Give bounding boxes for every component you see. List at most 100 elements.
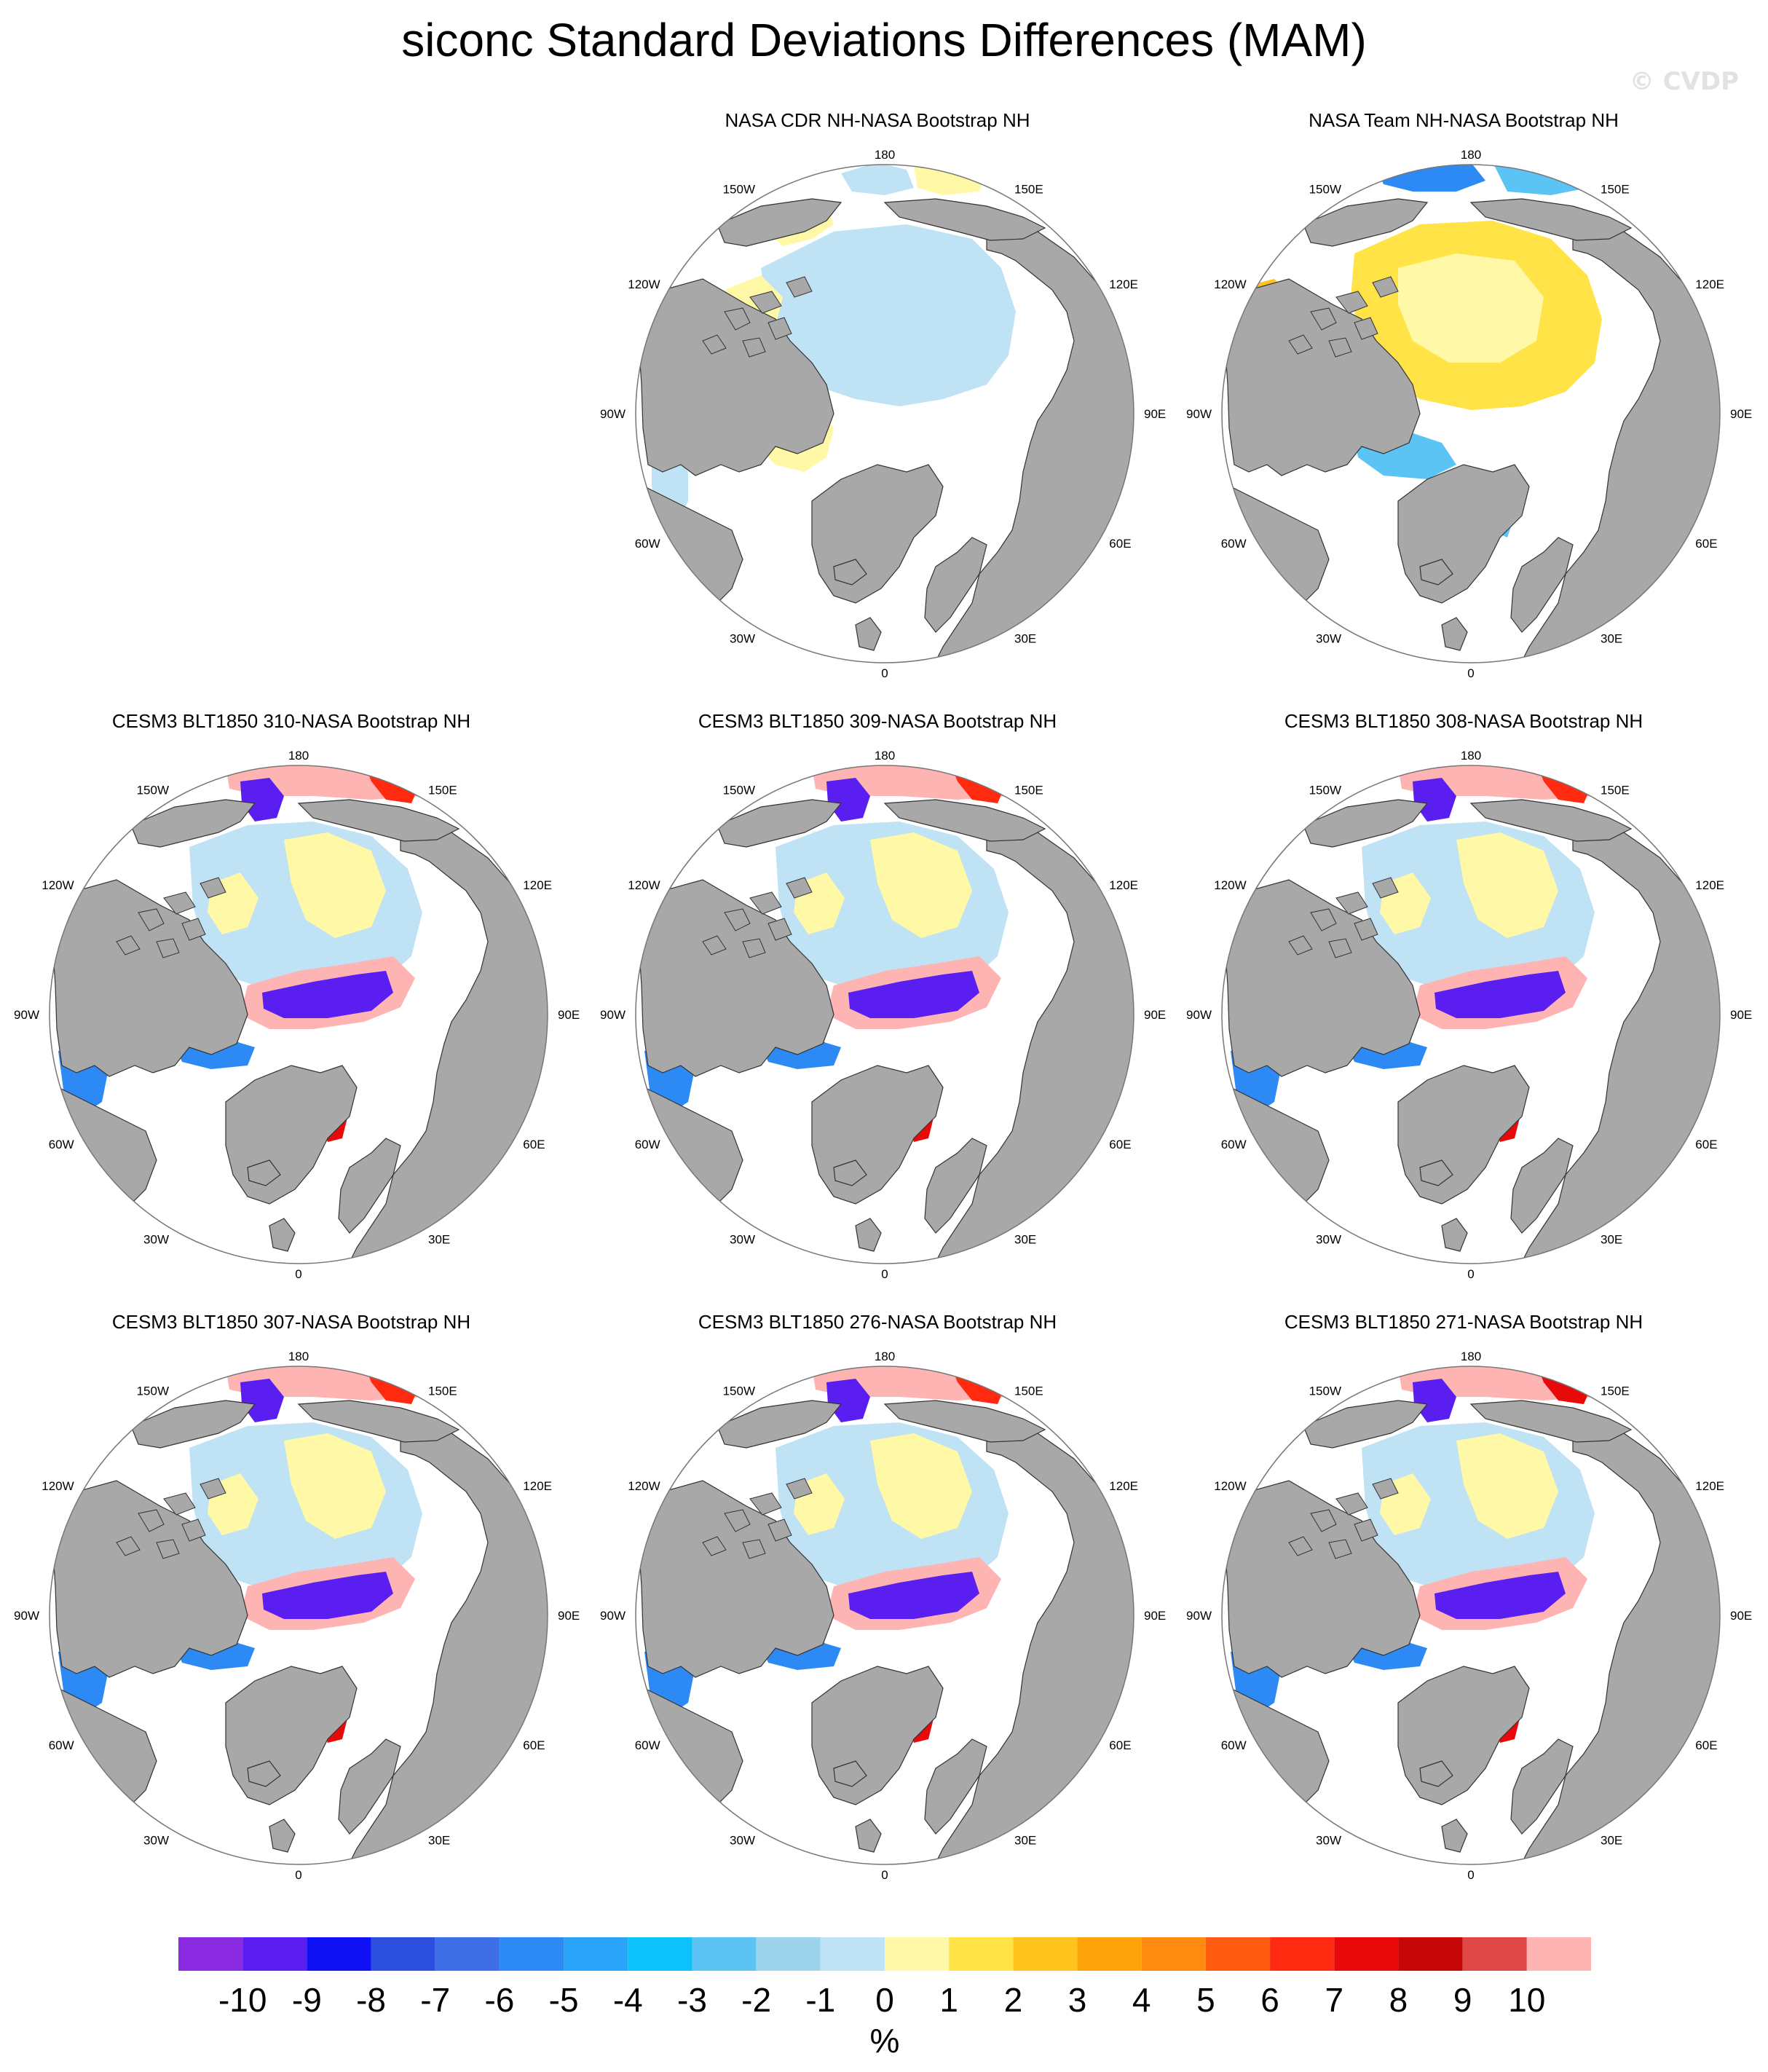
lon-label-180: 180 [1461, 749, 1481, 763]
landmass [1303, 799, 1429, 848]
lon-label-150E: 150E [428, 1384, 457, 1398]
lon-label-150W: 150W [723, 784, 755, 797]
lon-label-120E: 120E [523, 878, 552, 892]
colorbar-tick: 0 [875, 1981, 894, 2019]
colorbar-tick: -1 [805, 1981, 835, 2019]
lon-label-180: 180 [288, 1350, 309, 1363]
panel-title: CESM3 BLT1850 310-NASA Bootstrap NH [111, 710, 471, 732]
island [702, 1536, 727, 1556]
map-panel: CESM3 BLT1850 309-NASA Bootstrap NH 180 15… [586, 710, 1169, 1285]
island [702, 334, 727, 355]
lon-label-30W: 30W [143, 1232, 169, 1246]
landmass [1303, 1400, 1429, 1449]
lon-label-0: 0 [295, 1267, 301, 1281]
map-content [1222, 1366, 1720, 1864]
lon-label-90W: 90W [1186, 407, 1212, 421]
lon-label-90W: 90W [14, 1008, 39, 1022]
lon-label-60W: 60W [1221, 1738, 1247, 1752]
colorbar-tick: 2 [1004, 1981, 1023, 2019]
landmass [1441, 617, 1468, 651]
sea-ice-anomaly [841, 165, 914, 195]
island [1328, 337, 1352, 358]
island [181, 918, 206, 941]
map-content [636, 1366, 1134, 1864]
colorbar-tick: 10 [1508, 1981, 1545, 2019]
lon-label-60W: 60W [49, 1138, 74, 1151]
figure-title: siconc Standard Deviations Differences (… [401, 14, 1367, 66]
landmass [130, 799, 256, 848]
panel-title: NASA Team NH-NASA Bootstrap NH [1309, 109, 1619, 131]
island [1372, 877, 1399, 899]
lon-label-30W: 30W [1316, 631, 1341, 645]
map-border [49, 1366, 548, 1865]
island [156, 938, 180, 958]
lon-label-60E: 60E [523, 1738, 545, 1752]
lon-label-120W: 120W [42, 1479, 74, 1493]
watermark: © CVDP [1629, 67, 1739, 96]
island [786, 1478, 813, 1500]
landmass [883, 799, 1046, 842]
island [1335, 891, 1368, 915]
lon-label-150E: 150E [1601, 1384, 1630, 1398]
map-content [50, 765, 548, 1264]
landmass [1510, 537, 1574, 633]
map-content [50, 1366, 548, 1864]
island [1354, 317, 1378, 340]
polar-map: 180 150E 120E 90E 60E 30E 0 30W 60W 90W 120W 150W [1186, 749, 1752, 1281]
colorbar-tick: 4 [1132, 1981, 1151, 2019]
sea-ice-anomaly [1456, 832, 1558, 938]
landmass [1419, 1159, 1453, 1186]
lon-label-0: 0 [1467, 666, 1474, 680]
island [786, 877, 813, 899]
colorbar-tick: 3 [1068, 1981, 1087, 2019]
island [767, 317, 792, 340]
polar-map: 180 150E 120E 90E 60E 30E 0 30W 60W 90W 120W 150W [1186, 148, 1752, 680]
sea-ice-anomaly [1493, 165, 1587, 195]
panel-title: CESM3 BLT1850 276-NASA Bootstrap NH [698, 1311, 1057, 1333]
lon-label-150W: 150W [137, 1384, 169, 1398]
lon-label-60W: 60W [1221, 537, 1247, 551]
lon-label-120E: 120E [1109, 277, 1138, 291]
colorbar-tick: 6 [1260, 1981, 1279, 2019]
landmass [924, 1138, 987, 1234]
lon-label-90E: 90E [1730, 407, 1752, 421]
sea-ice-anomaly [1456, 1433, 1558, 1539]
landmass [717, 198, 842, 247]
lon-label-150E: 150E [428, 784, 457, 797]
island [1328, 938, 1352, 958]
lon-label-0: 0 [1467, 1267, 1474, 1281]
sea-ice-anomaly [284, 832, 386, 938]
map-panel: CESM3 BLT1850 271-NASA Bootstrap NH 180 15… [1172, 1311, 1755, 1886]
lon-label-90E: 90E [1730, 1609, 1752, 1623]
lon-label-120E: 120E [1695, 1479, 1724, 1493]
lon-label-0: 0 [1467, 1868, 1474, 1882]
colorbar-tick: 1 [939, 1981, 958, 2019]
lon-label-30E: 30E [1014, 631, 1036, 645]
lon-label-120W: 120W [628, 277, 660, 291]
lon-label-120W: 120W [1214, 1479, 1246, 1493]
colorbar-swatch [756, 1937, 821, 1971]
lon-label-120W: 120W [628, 878, 660, 892]
colorbar-tick: -3 [677, 1981, 707, 2019]
colorbar-swatch [1270, 1937, 1335, 1971]
landmass [1303, 198, 1429, 247]
panel-title: NASA CDR NH-NASA Bootstrap NH [725, 109, 1030, 131]
polar-map: 180 150E 120E 90E 60E 30E 0 30W 60W 90W 120W 150W [14, 749, 580, 1281]
sea-ice-anomaly [826, 1379, 870, 1422]
island [724, 1509, 751, 1532]
sea-ice-anomaly [1398, 253, 1544, 363]
lon-label-180: 180 [875, 1350, 895, 1363]
colorbar-tick: 7 [1325, 1981, 1343, 2019]
lon-label-30W: 30W [730, 1232, 755, 1246]
colorbar-tick: -4 [613, 1981, 643, 2019]
island [1288, 1536, 1313, 1556]
sea-ice-anomaly [1413, 1379, 1456, 1422]
landmass [130, 1400, 256, 1449]
landmass [833, 1159, 867, 1186]
map-content [636, 765, 1134, 1264]
colorbar-tick: 9 [1453, 1981, 1472, 2019]
lon-label-60W: 60W [635, 1138, 660, 1151]
lon-label-120W: 120W [42, 878, 74, 892]
sea-ice-anomaly [826, 778, 870, 822]
panel-title: CESM3 BLT1850 309-NASA Bootstrap NH [698, 710, 1057, 732]
